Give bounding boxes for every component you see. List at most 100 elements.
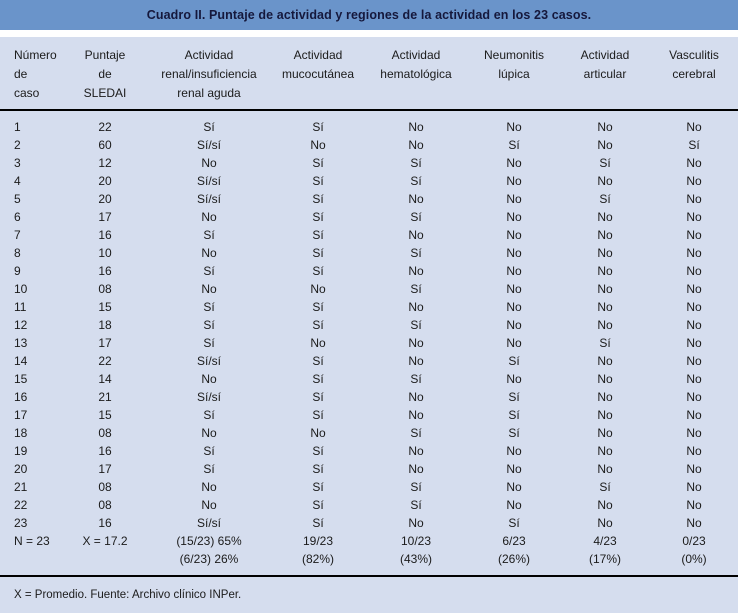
cell-sledai: 08 [98,426,112,440]
cell-renal: Sí [203,120,215,134]
cell-renal: (15/23) 65% [176,534,242,548]
cell-caso: 6 [14,210,21,224]
cell-muco: Sí [312,300,324,314]
cell-caso: N = 23 [14,534,50,548]
cell-sledai: 21 [98,390,112,404]
cell-muco: Sí [312,462,324,476]
cell-muco: Sí [312,246,324,260]
cell-neumonitis: No [506,192,522,206]
cell-sledai: 22 [98,354,112,368]
cell-caso: 2 [14,138,21,152]
cell-vasculitis: (0%) [681,552,707,566]
cell-neumonitis: No [506,372,522,386]
cell-caso: 12 [14,318,28,332]
cell-renal: No [201,282,217,296]
table-row: 2 60 Sí/sí No No Sí No Sí [0,136,738,154]
cell-vasculitis: No [686,462,702,476]
cell-articular: No [597,462,613,476]
cell-vasculitis: No [686,228,702,242]
cell-muco: No [310,138,326,152]
cell-articular: (17%) [588,552,621,566]
table-row: 11 15 Sí Sí No No No No [0,298,738,316]
cell-vasculitis: No [686,498,702,512]
cell-hemato: 10/23 [400,534,432,548]
cell-neumonitis: No [506,462,522,476]
cell-caso: 3 [14,156,21,170]
cell-neumonitis: Sí [508,354,520,368]
column-header-renal: Actividad renal/insuficiencia renal agud… [146,37,272,111]
cell-caso: 10 [14,282,28,296]
column-header-vasculitis: Vasculitis cerebral [650,37,738,111]
cell-articular: No [597,300,613,314]
table-row: 4 20 Sí/sí Sí Sí No No No [0,172,738,190]
cell-hemato: No [408,264,424,278]
cell-sledai: 14 [98,372,112,386]
cell-caso: 16 [14,390,28,404]
cell-caso: 18 [14,426,28,440]
cell-muco: Sí [312,318,324,332]
cell-sledai: 08 [98,480,112,494]
table-row: 15 14 No Sí Sí No No No [0,370,738,388]
cell-hemato: Sí [410,372,422,386]
table-summary-rows: N = 23 X = 17.2 (15/23) 65% 19/23 10/23 6/23 4… [0,532,738,568]
cell-hemato: Sí [410,426,422,440]
cell-neumonitis: No [506,498,522,512]
cell-vasculitis: Sí [688,138,700,152]
cell-renal: (6/23) 26% [179,552,239,566]
cell-sledai: 16 [98,444,112,458]
cell-sledai: 08 [98,498,112,512]
table-row: 10 08 No No Sí No No No [0,280,738,298]
cell-muco: No [310,336,326,350]
cell-vasculitis: No [686,210,702,224]
cell-hemato: Sí [410,210,422,224]
cell-articular: No [597,408,613,422]
cell-renal: Sí [203,318,215,332]
cell-neumonitis: Sí [508,390,520,404]
cell-renal: Sí/sí [196,192,221,206]
cell-muco: Sí [312,120,324,134]
cell-muco: Sí [312,516,324,530]
cell-caso: 8 [14,246,21,260]
cell-hemato: No [408,444,424,458]
cell-neumonitis: No [506,156,522,170]
cell-neumonitis: No [506,228,522,242]
cell-caso: 9 [14,264,21,278]
table-row: 7 16 Sí Sí No No No No [0,226,738,244]
cell-vasculitis: No [686,516,702,530]
cell-caso: 15 [14,372,28,386]
cell-articular: No [597,174,613,188]
cell-neumonitis: Sí [508,408,520,422]
cell-caso [0,550,64,568]
cell-articular: No [597,444,613,458]
cell-muco: Sí [312,408,324,422]
cell-hemato: Sí [410,318,422,332]
table-row: 16 21 Sí/sí Sí No Sí No No [0,388,738,406]
cell-articular: No [597,282,613,296]
cell-caso: 14 [14,354,28,368]
cell-articular: No [597,354,613,368]
cell-caso: 19 [14,444,28,458]
cell-vasculitis: No [686,480,702,494]
cell-muco: Sí [312,480,324,494]
cell-renal: Sí [203,228,215,242]
table-row: 5 20 Sí/sí Sí No No Sí No [0,190,738,208]
cell-vasculitis: No [686,408,702,422]
cell-sledai: X = 17.2 [82,534,128,548]
cell-muco: Sí [312,174,324,188]
cell-muco: Sí [312,264,324,278]
cell-neumonitis: (26%) [497,552,530,566]
table-row: 20 17 Sí Sí No No No No [0,460,738,478]
cell-vasculitis: No [686,192,702,206]
table-rows: 1 22 Sí Sí No No No No 2 60 Sí/sí No No Sí No Sí 3 12 No Sí… [0,110,738,532]
cell-hemato: Sí [410,246,422,260]
cell-articular: Sí [599,336,611,350]
cell-articular: No [597,426,613,440]
cell-sledai: 15 [98,408,112,422]
cell-muco: Sí [312,210,324,224]
cell-neumonitis: No [506,210,522,224]
cell-hemato: Sí [410,282,422,296]
cell-muco: Sí [312,354,324,368]
table-row: 17 15 Sí Sí No Sí No No [0,406,738,424]
cell-hemato: No [408,300,424,314]
cell-renal: Sí/sí [196,390,221,404]
